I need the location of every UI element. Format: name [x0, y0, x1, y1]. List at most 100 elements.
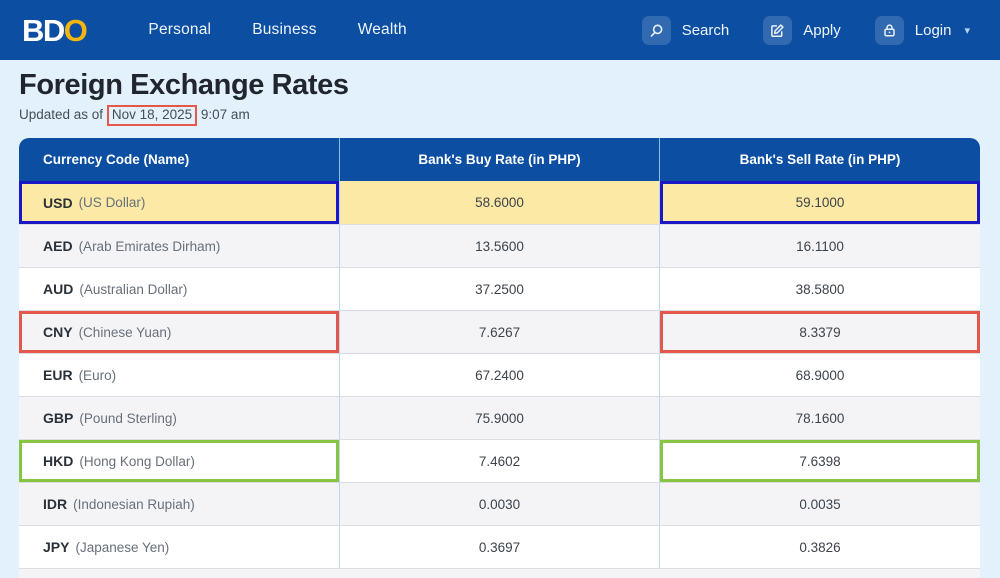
buy-rate-value: 75.9000 — [475, 410, 524, 426]
currency-code: EUR — [43, 367, 73, 384]
table-row: HKD (Hong Kong Dollar) 7.4602 7.6398 — [19, 439, 980, 483]
sell-rate-cell: 8.3379 — [659, 311, 980, 354]
sell-rate-value: 16.1100 — [796, 238, 844, 254]
search-button[interactable]: Search — [641, 15, 730, 45]
nav-item-personal[interactable]: Personal — [148, 21, 212, 38]
table-row: USD (US Dollar) 58.6000 59.1000 — [19, 181, 980, 225]
currency-name: (Hong Kong Dollar) — [79, 453, 195, 469]
currency-code: HKD — [43, 453, 74, 470]
currency-name: (Euro) — [78, 367, 117, 383]
sell-rate-value: 38.5800 — [795, 281, 845, 297]
currency-cell: AUD (Australian Dollar) — [19, 268, 339, 310]
sell-rate-value: 68.9000 — [795, 367, 845, 383]
search-icon — [641, 15, 671, 45]
sell-rate-value: 0.0035 — [799, 496, 841, 512]
currency-name: (Pound Sterling) — [79, 410, 177, 426]
sell-rate-cell: 0.0035 — [659, 483, 980, 526]
sell-rate-cell: 59.1000 — [659, 181, 980, 225]
currency-code: AED — [43, 238, 73, 255]
table-row: EUR (Euro) 67.2400 68.9000 — [19, 353, 980, 397]
updated-time: 9:07 am — [200, 107, 250, 123]
sell-rate-cell: 16.1100 — [659, 225, 980, 268]
currency-cell: CNY (Chinese Yuan) — [19, 311, 339, 353]
sell-rate-value: 8.3379 — [799, 324, 841, 340]
page-title: Foreign Exchange Rates — [19, 69, 349, 101]
edit-icon — [763, 15, 793, 45]
currency-name: (Japanese Yen) — [75, 539, 170, 555]
updated-prefix: Updated as of — [19, 107, 104, 123]
currency-name: (Arab Emirates Dirham) — [78, 238, 221, 254]
currency-code: AUD — [43, 281, 74, 298]
buy-rate-cell: 13.5600 — [339, 225, 659, 268]
updated-timestamp: Updated as of Nov 18, 2025 9:07 am — [19, 105, 981, 127]
sell-rate-value: 7.6398 — [799, 453, 841, 469]
currency-name: (Australian Dollar) — [79, 281, 188, 297]
column-header-sell-rate: Bank's Sell Rate (in PHP) — [659, 138, 980, 182]
bdo-logo[interactable]: BDO — [22, 12, 88, 48]
buy-rate-value: 37.2500 — [475, 281, 524, 297]
primary-nav: Personal Business Wealth — [146, 15, 408, 45]
table-header-row: Currency Code (Name) Bank's Buy Rate (in… — [19, 138, 980, 182]
nav-item-wealth[interactable]: Wealth — [357, 21, 407, 38]
buy-rate-value: 7.6267 — [478, 324, 521, 340]
currency-cell: AED (Arab Emirates Dirham) — [19, 225, 339, 267]
table-row: IDR (Indonesian Rupiah) 0.0030 0.0035 — [19, 482, 980, 526]
logo-text-bd: BD — [22, 12, 65, 48]
buy-rate-cell: 67.2400 — [339, 354, 659, 397]
table-row: AED (Arab Emirates Dirham) 13.5600 16.1100 — [19, 224, 980, 268]
table-row: JPY (Japanese Yen) 0.3697 0.3826 — [19, 525, 980, 569]
page-content: Foreign Exchange Rates Updated as of Nov… — [0, 69, 1000, 578]
buy-rate-cell: 37.2500 — [339, 268, 659, 311]
login-button[interactable]: Login ▾ — [874, 15, 970, 45]
currency-code: GBP — [43, 410, 74, 427]
apply-label: Apply — [803, 21, 841, 39]
search-label: Search — [681, 21, 730, 39]
sell-rate-cell: 78.1600 — [659, 397, 980, 440]
buy-rate-value: 7.4602 — [478, 453, 521, 469]
buy-rate-cell: 7.6267 — [339, 311, 659, 354]
buy-rate-cell: 0.0030 — [339, 483, 659, 526]
currency-cell: IDR (Indonesian Rupiah) — [19, 483, 339, 525]
currency-name: (US Dollar) — [78, 195, 146, 211]
buy-rate-value: 0.3697 — [478, 539, 521, 555]
sell-rate-cell: 38.5800 — [659, 268, 980, 311]
buy-rate-cell: 75.9000 — [339, 397, 659, 440]
table-row-partial — [19, 568, 980, 578]
sell-rate-value: 0.3826 — [799, 539, 841, 555]
currency-cell: USD (US Dollar) — [19, 181, 339, 224]
buy-rate-value: 0.0030 — [478, 496, 521, 512]
table-row: GBP (Pound Sterling) 75.9000 78.1600 — [19, 396, 980, 440]
nav-item-business[interactable]: Business — [252, 21, 317, 38]
caret-down-icon: ▾ — [964, 24, 970, 37]
sell-rate-cell: 7.6398 — [659, 440, 980, 483]
navbar-actions: Search Apply — [641, 15, 970, 45]
currency-cell: HKD (Hong Kong Dollar) — [19, 440, 339, 482]
column-header-buy-rate: Bank's Buy Rate (in PHP) — [339, 138, 659, 182]
currency-code: CNY — [43, 324, 73, 341]
currency-cell: GBP (Pound Sterling) — [19, 397, 339, 439]
fx-rates-table: Currency Code (Name) Bank's Buy Rate (in… — [19, 138, 980, 578]
lock-icon — [874, 15, 904, 45]
table-body: USD (US Dollar) 58.6000 59.1000 AED (Arab Emi… — [19, 181, 980, 569]
buy-rate-cell: 0.3697 — [339, 526, 659, 569]
apply-button[interactable]: Apply — [763, 15, 841, 45]
table-row: CNY (Chinese Yuan) 7.6267 8.3379 — [19, 310, 980, 354]
logo-text-o: O — [63, 12, 88, 48]
currency-code: IDR — [43, 496, 68, 513]
currency-code: JPY — [43, 539, 70, 556]
buy-rate-value: 58.6000 — [475, 195, 524, 211]
table-row: AUD (Australian Dollar) 37.2500 38.5800 — [19, 267, 980, 311]
currency-cell: EUR (Euro) — [19, 354, 339, 396]
currency-name: (Chinese Yuan) — [78, 324, 172, 340]
sell-rate-cell: 68.9000 — [659, 354, 980, 397]
sell-rate-cell: 0.3826 — [659, 526, 980, 569]
buy-rate-cell: 58.6000 — [339, 181, 659, 225]
login-label: Login — [914, 21, 952, 39]
buy-rate-value: 13.5600 — [475, 238, 524, 254]
currency-name: (Indonesian Rupiah) — [73, 496, 195, 512]
sell-rate-value: 78.1600 — [795, 410, 845, 426]
buy-rate-value: 67.2400 — [475, 367, 524, 383]
top-navbar: BDO Personal Business Wealth Search — [0, 0, 1000, 60]
updated-date-annotation: Nov 18, 2025 — [106, 105, 198, 127]
